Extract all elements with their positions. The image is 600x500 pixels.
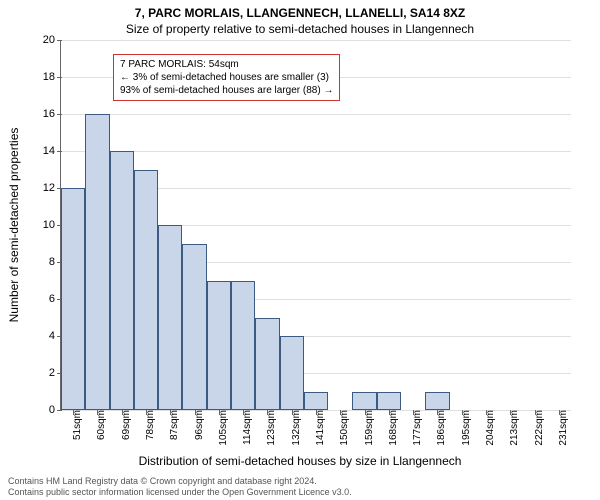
gridline (61, 114, 571, 115)
y-tick-label: 14 (43, 145, 61, 157)
x-tick-label: 69sqm (121, 410, 132, 440)
histogram-bar (207, 281, 231, 411)
annotation-line: 93% of semi-detached houses are larger (… (120, 84, 333, 97)
chart-subtitle: Size of property relative to semi-detach… (0, 20, 600, 36)
histogram-bar (425, 392, 449, 411)
footer-line: Contains public sector information licen… (8, 487, 352, 498)
y-tick-label: 4 (49, 330, 61, 342)
x-tick-label: 96sqm (194, 410, 205, 440)
x-tick-label: 186sqm (436, 410, 447, 446)
x-tick-label: 204sqm (485, 410, 496, 446)
gridline (61, 40, 571, 41)
x-tick-label: 213sqm (509, 410, 520, 446)
plot-area: 7 PARC MORLAIS: 54sqm ← 3% of semi-detac… (60, 40, 571, 411)
footer-line: Contains HM Land Registry data © Crown c… (8, 476, 352, 487)
x-tick-label: 123sqm (266, 410, 277, 446)
histogram-bar (280, 336, 304, 410)
x-tick-label: 177sqm (412, 410, 423, 446)
x-axis-label: Distribution of semi-detached houses by … (0, 454, 600, 468)
footer-attribution: Contains HM Land Registry data © Crown c… (8, 476, 352, 498)
histogram-bar (61, 188, 85, 410)
y-tick-label: 20 (43, 34, 61, 46)
annotation-line: 7 PARC MORLAIS: 54sqm (120, 58, 333, 71)
x-tick-label: 114sqm (242, 410, 253, 445)
y-axis-label: Number of semi-detached properties (7, 128, 21, 323)
y-tick-label: 12 (43, 182, 61, 194)
x-tick-label: 159sqm (364, 410, 375, 446)
annotation-line: ← 3% of semi-detached houses are smaller… (120, 71, 333, 84)
y-tick-label: 10 (43, 219, 61, 231)
x-tick-label: 150sqm (339, 410, 350, 446)
histogram-bar (352, 392, 376, 411)
x-tick-label: 78sqm (145, 410, 156, 440)
histogram-bar (134, 170, 158, 411)
y-tick-label: 18 (43, 71, 61, 83)
histogram-bar (304, 392, 328, 411)
gridline (61, 151, 571, 152)
histogram-bar (255, 318, 279, 411)
y-tick-label: 0 (49, 404, 61, 416)
x-tick-label: 195sqm (461, 410, 472, 446)
y-tick-label: 16 (43, 108, 61, 120)
x-tick-label: 132sqm (291, 410, 302, 446)
x-tick-label: 105sqm (218, 410, 229, 446)
histogram-bar (158, 225, 182, 410)
x-tick-label: 141sqm (315, 410, 326, 446)
x-tick-label: 60sqm (96, 410, 107, 440)
x-tick-label: 87sqm (169, 410, 180, 440)
histogram-chart: 7, PARC MORLAIS, LLANGENNECH, LLANELLI, … (0, 0, 600, 500)
x-tick-label: 168sqm (388, 410, 399, 446)
x-tick-label: 51sqm (72, 410, 83, 440)
histogram-bar (85, 114, 109, 410)
histogram-bar (231, 281, 255, 411)
x-tick-label: 222sqm (534, 410, 545, 446)
x-tick-label: 231sqm (558, 410, 569, 446)
y-tick-label: 2 (49, 367, 61, 379)
annotation-box: 7 PARC MORLAIS: 54sqm ← 3% of semi-detac… (113, 54, 340, 101)
chart-title: 7, PARC MORLAIS, LLANGENNECH, LLANELLI, … (0, 0, 600, 20)
y-tick-label: 6 (49, 293, 61, 305)
histogram-bar (377, 392, 401, 411)
histogram-bar (110, 151, 134, 410)
y-tick-label: 8 (49, 256, 61, 268)
histogram-bar (182, 244, 206, 411)
